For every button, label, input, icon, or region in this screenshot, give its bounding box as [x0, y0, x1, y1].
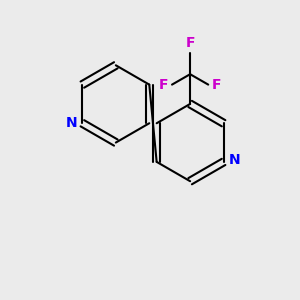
Text: N: N	[65, 116, 77, 130]
Text: F: F	[159, 78, 169, 92]
Text: F: F	[185, 36, 195, 50]
Text: N: N	[229, 153, 241, 167]
Text: F: F	[212, 78, 221, 92]
